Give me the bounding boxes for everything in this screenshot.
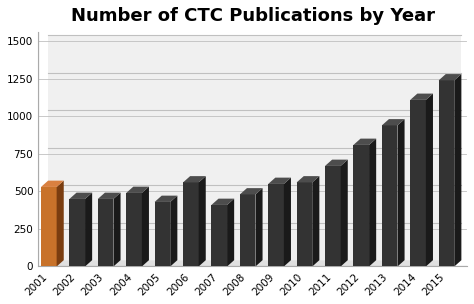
Polygon shape <box>227 199 234 267</box>
Polygon shape <box>126 193 142 267</box>
Polygon shape <box>438 80 454 267</box>
Polygon shape <box>41 187 56 267</box>
Polygon shape <box>454 74 461 267</box>
Polygon shape <box>297 176 319 182</box>
Polygon shape <box>297 182 312 267</box>
Polygon shape <box>41 260 461 267</box>
Polygon shape <box>85 193 92 267</box>
Polygon shape <box>48 35 461 260</box>
Polygon shape <box>211 205 227 267</box>
Polygon shape <box>56 181 64 267</box>
Polygon shape <box>199 176 206 267</box>
Polygon shape <box>113 193 120 267</box>
Polygon shape <box>183 176 206 182</box>
Polygon shape <box>255 188 263 267</box>
Title: Number of CTC Publications by Year: Number of CTC Publications by Year <box>71 7 435 25</box>
Polygon shape <box>240 188 263 195</box>
Polygon shape <box>98 199 113 267</box>
Polygon shape <box>268 184 284 267</box>
Polygon shape <box>155 196 177 202</box>
Polygon shape <box>354 139 376 145</box>
Polygon shape <box>41 181 64 187</box>
Polygon shape <box>325 166 341 267</box>
Polygon shape <box>69 193 92 199</box>
Polygon shape <box>268 178 291 184</box>
Polygon shape <box>398 119 405 267</box>
Polygon shape <box>69 199 85 267</box>
Polygon shape <box>170 196 177 267</box>
Polygon shape <box>183 182 199 267</box>
Polygon shape <box>354 145 369 267</box>
Polygon shape <box>369 139 376 267</box>
Polygon shape <box>284 178 291 267</box>
Polygon shape <box>126 187 149 193</box>
Polygon shape <box>438 74 461 80</box>
Polygon shape <box>155 202 170 267</box>
Polygon shape <box>382 119 405 126</box>
Polygon shape <box>410 100 426 267</box>
Polygon shape <box>341 160 348 267</box>
Polygon shape <box>382 126 398 267</box>
Polygon shape <box>240 195 255 267</box>
Polygon shape <box>98 193 120 199</box>
Polygon shape <box>312 176 319 267</box>
Polygon shape <box>211 199 234 205</box>
Polygon shape <box>426 94 433 267</box>
Polygon shape <box>410 94 433 100</box>
Polygon shape <box>325 160 348 166</box>
Polygon shape <box>142 187 149 267</box>
